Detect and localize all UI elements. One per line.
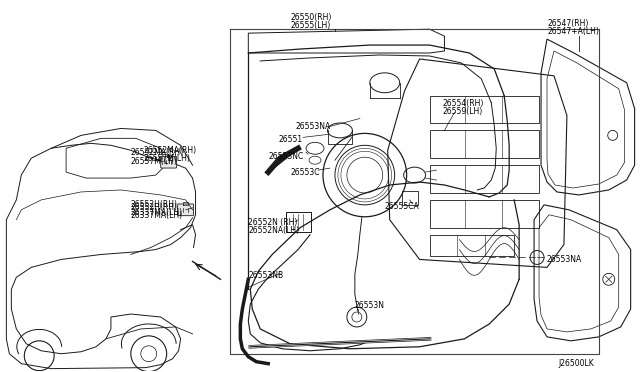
- Text: 26553N: 26553N: [355, 301, 385, 310]
- Text: 26553C: 26553C: [290, 168, 319, 177]
- FancyBboxPatch shape: [178, 204, 193, 216]
- Text: 26557M(LH): 26557M(LH): [144, 154, 191, 163]
- Text: 26547(RH): 26547(RH): [547, 19, 588, 28]
- Text: 26553NB: 26553NB: [248, 271, 284, 280]
- Bar: [429, 165, 539, 193]
- Text: 26552N (RH): 26552N (RH): [248, 218, 298, 227]
- Text: 26553NC: 26553NC: [268, 152, 303, 161]
- Text: 26337MA(LH): 26337MA(LH): [131, 211, 183, 220]
- Text: 26552MA(RH): 26552MA(RH): [144, 146, 197, 155]
- Text: 26552MA(RH): 26552MA(RH): [131, 148, 184, 157]
- Bar: [429, 131, 539, 158]
- Text: J26500LK: J26500LK: [558, 359, 594, 368]
- Text: 26553NA: 26553NA: [546, 256, 581, 264]
- Text: 26547+A(LH): 26547+A(LH): [547, 27, 599, 36]
- Text: 26337MA(LH): 26337MA(LH): [131, 208, 183, 217]
- Text: 26559(LH): 26559(LH): [442, 107, 483, 116]
- Text: 26553NA: 26553NA: [295, 122, 330, 131]
- Bar: [429, 200, 539, 228]
- Text: 26555CA: 26555CA: [385, 202, 419, 211]
- Text: 26554(RH): 26554(RH): [442, 99, 484, 108]
- Text: 26555(LH): 26555(LH): [290, 21, 330, 30]
- Bar: [429, 235, 514, 256]
- Bar: [402, 191, 417, 205]
- Text: 26552NA(LH): 26552NA(LH): [248, 226, 300, 235]
- FancyBboxPatch shape: [161, 156, 177, 168]
- Bar: [286, 212, 311, 232]
- Bar: [429, 96, 539, 124]
- Text: 26557M(LH): 26557M(LH): [131, 157, 178, 166]
- Text: 26550(RH): 26550(RH): [290, 13, 332, 22]
- Text: 26551: 26551: [278, 135, 302, 144]
- Text: 26552H(RH): 26552H(RH): [131, 203, 178, 212]
- Text: 26552H(RH): 26552H(RH): [131, 200, 178, 209]
